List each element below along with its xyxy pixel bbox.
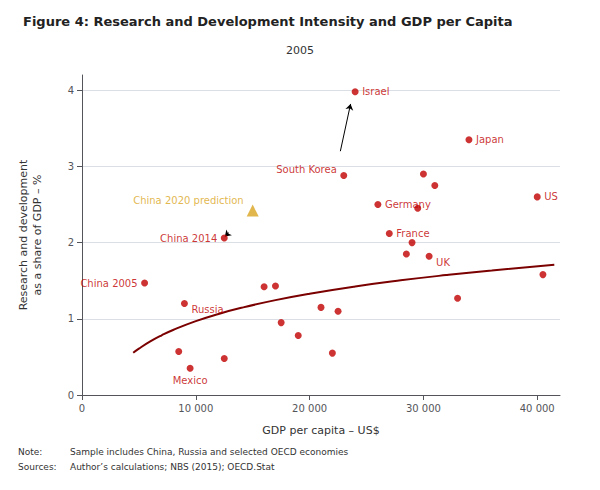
svg-text:GDP per capita – US$: GDP per capita – US$ [262,424,379,437]
svg-text:0: 0 [68,390,74,401]
svg-text:10 000: 10 000 [178,403,213,414]
svg-text:Sample includes China, Russia: Sample includes China, Russia and select… [70,447,348,457]
svg-text:4: 4 [68,85,74,96]
svg-text:Russia: Russia [191,304,223,315]
svg-text:Germany: Germany [385,199,431,210]
svg-text:Note:: Note: [18,447,42,457]
svg-text:Author’s calculations; NBS (20: Author’s calculations; NBS (2015); OECD.… [70,462,275,472]
svg-text:2005: 2005 [286,44,314,57]
svg-text:Figure 4: Research and Develop: Figure 4: Research and Development Inten… [23,14,513,29]
svg-text:China 2005: China 2005 [80,278,137,289]
svg-text:Research and development: Research and development [17,159,30,310]
svg-text:Japan: Japan [475,134,504,145]
svg-text:20 000: 20 000 [292,403,327,414]
svg-text:Sources:: Sources: [18,462,57,472]
svg-text:Mexico: Mexico [173,375,208,386]
svg-text:40 000: 40 000 [520,403,555,414]
svg-text:2: 2 [68,237,74,248]
svg-text:30 000: 30 000 [406,403,441,414]
svg-text:China 2020 prediction: China 2020 prediction [133,195,244,206]
svg-text:China 2014: China 2014 [160,233,217,244]
svg-text:South Korea: South Korea [276,164,337,175]
svg-text:1: 1 [68,313,74,324]
svg-text:US: US [544,191,558,202]
svg-text:UK: UK [436,257,450,268]
svg-text:as a share of GDP – %: as a share of GDP – % [31,175,44,296]
svg-text:France: France [396,228,429,239]
svg-text:Israel: Israel [362,86,389,97]
svg-text:3: 3 [68,161,74,172]
svg-text:0: 0 [79,403,85,414]
